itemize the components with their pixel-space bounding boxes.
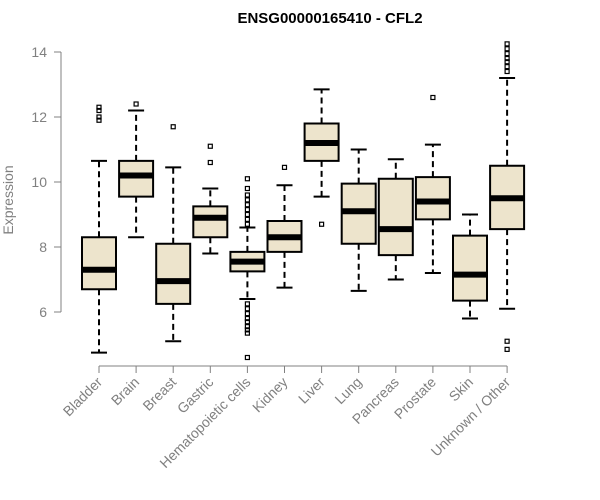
outlier-point: [96, 117, 102, 123]
outlier-point: [504, 68, 510, 75]
chart-title: ENSG00000165410 - CFL2: [237, 10, 422, 27]
x-tick-label: Lung: [331, 374, 364, 407]
outlier-point: [504, 41, 510, 47]
box-iqr: [377, 177, 414, 257]
outlier-point: [430, 94, 436, 101]
outlier-point: [244, 327, 250, 333]
box-group: [340, 148, 377, 292]
y-tick-label: 10: [31, 174, 47, 190]
outlier-point: [504, 59, 510, 65]
box-group: [192, 143, 229, 255]
outlier-point: [96, 107, 102, 114]
outlier-point: [244, 315, 250, 322]
box-group: [377, 158, 414, 281]
outlier-point: [244, 185, 250, 192]
outlier-point: [207, 159, 213, 166]
outlier-point: [96, 114, 102, 120]
outlier-point: [504, 46, 510, 52]
x-tick-label: Bladder: [60, 374, 106, 420]
x-tick-label: Brain: [108, 374, 142, 408]
outlier-point: [504, 338, 510, 344]
x-tick-label: Prostate: [391, 374, 439, 422]
outlier-point: [244, 192, 250, 198]
outlier-point: [170, 124, 176, 130]
box-iqr: [81, 236, 117, 291]
plot-area: [81, 41, 526, 361]
x-tick-label: Skin: [446, 374, 477, 405]
box-group: [303, 88, 340, 227]
outlier-point: [244, 207, 250, 213]
outlier-point: [244, 221, 250, 227]
outlier-point: [244, 211, 250, 218]
box-iqr: [414, 176, 451, 221]
outlier-point: [244, 354, 250, 361]
box-iqr: [452, 234, 488, 302]
box-group: [155, 124, 192, 343]
outlier-point: [244, 216, 250, 222]
box-group: [266, 164, 303, 289]
box-group: [452, 213, 488, 320]
y-axis: 6 8 10 12 14: [31, 44, 62, 320]
outlier-point: [133, 101, 139, 107]
outlier-point: [244, 324, 250, 330]
outlier-point: [96, 104, 102, 110]
x-tick-label: Liver: [295, 374, 328, 407]
outlier-point: [504, 346, 510, 352]
outlier-point: [244, 311, 250, 317]
outlier-point: [244, 306, 250, 312]
box-group: [489, 41, 526, 352]
box-group: [414, 94, 451, 274]
y-tick-label: 8: [39, 239, 47, 255]
outlier-point: [504, 55, 510, 62]
box-iqr: [118, 159, 155, 198]
box-group: [229, 176, 266, 361]
x-tick-label: Breast: [139, 374, 179, 414]
outlier-point: [281, 164, 288, 170]
outlier-point: [244, 197, 250, 203]
outlier-point: [319, 221, 325, 227]
y-tick-label: 14: [31, 44, 47, 60]
outlier-point: [244, 319, 250, 325]
y-axis-label: Expression: [0, 165, 16, 234]
x-tick-label: Kidney: [249, 374, 291, 416]
box-iqr: [192, 205, 229, 239]
outlier-point: [244, 301, 250, 307]
box-group: [118, 101, 155, 239]
outlier-point: [244, 176, 250, 182]
outlier-point: [504, 51, 510, 57]
outlier-point: [207, 143, 213, 149]
outlier-point: [244, 330, 250, 336]
box-group: [81, 104, 117, 354]
box-iqr: [155, 242, 192, 305]
y-tick-label: 6: [39, 304, 47, 320]
outlier-point: [244, 202, 250, 208]
outlier-point: [504, 64, 510, 70]
y-tick-label: 12: [31, 109, 47, 125]
